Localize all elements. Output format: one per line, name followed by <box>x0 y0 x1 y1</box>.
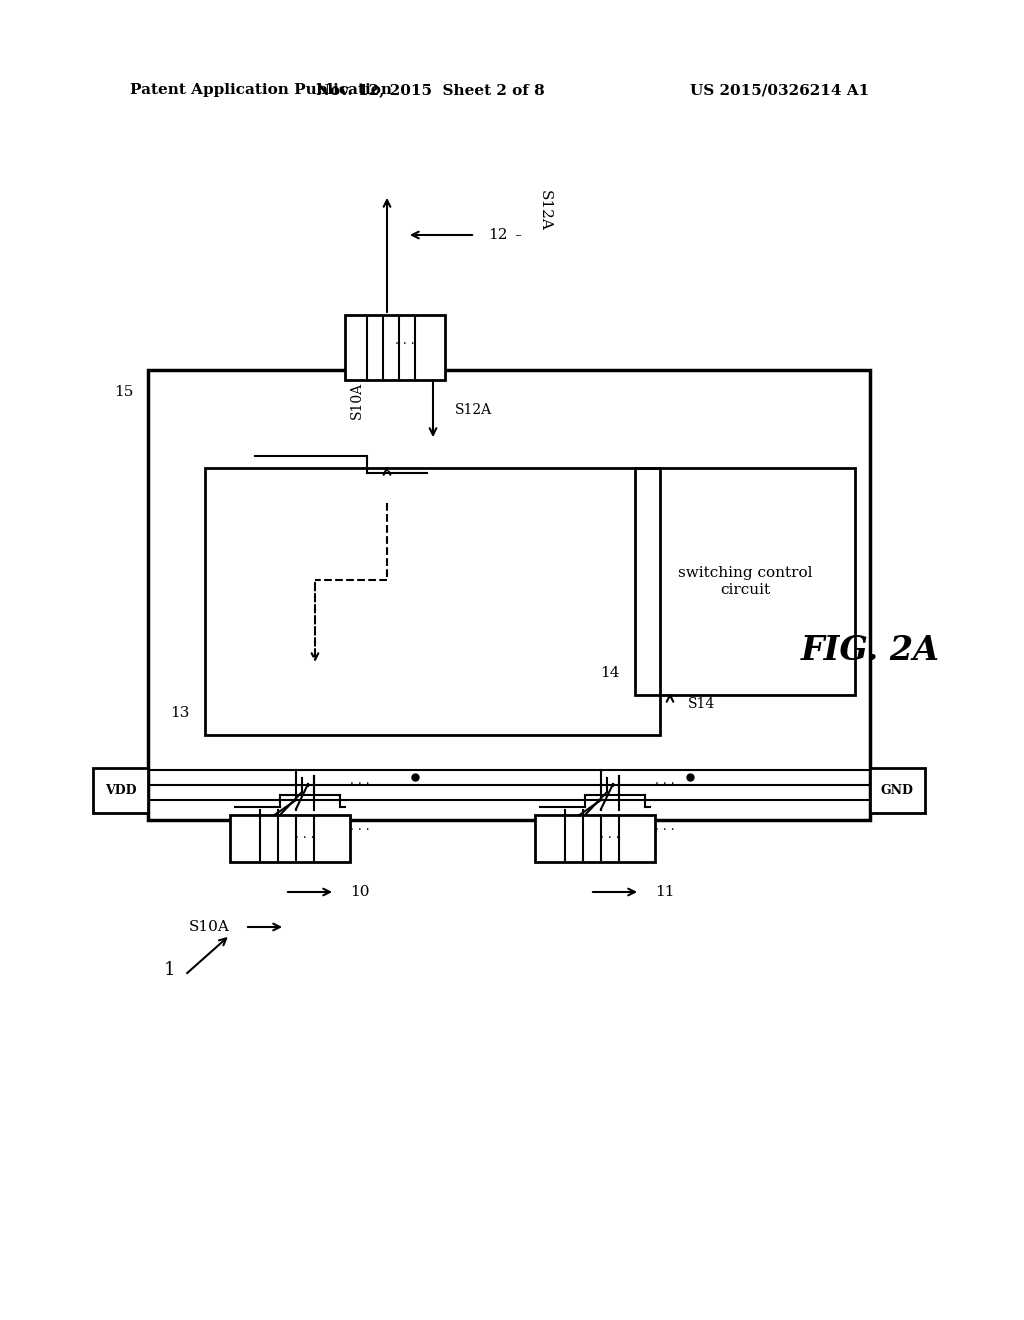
Text: · · ·: · · · <box>655 824 675 837</box>
Text: S14: S14 <box>688 697 715 711</box>
Text: · · ·: · · · <box>395 338 415 351</box>
Text: 10: 10 <box>350 884 370 899</box>
Text: 1: 1 <box>164 961 175 979</box>
Text: S10A: S10A <box>350 381 364 418</box>
Bar <box>93 768 148 813</box>
Text: · · ·: · · · <box>600 832 620 845</box>
Text: 15: 15 <box>114 385 133 399</box>
Text: 11: 11 <box>655 884 675 899</box>
Bar <box>535 814 655 862</box>
Text: S12A: S12A <box>538 190 552 231</box>
Text: VDD: VDD <box>105 784 137 796</box>
Bar <box>230 814 350 862</box>
Text: S10A: S10A <box>189 920 230 935</box>
Text: Patent Application Publication: Patent Application Publication <box>130 83 392 96</box>
Text: switching control
circuit: switching control circuit <box>678 566 812 597</box>
Text: FIG. 2A: FIG. 2A <box>801 634 939 667</box>
Text: 12: 12 <box>488 228 508 242</box>
Bar <box>870 768 925 813</box>
Bar <box>635 469 855 696</box>
Text: ─: ─ <box>515 231 520 239</box>
Text: 14: 14 <box>600 667 620 680</box>
Text: · · ·: · · · <box>350 779 370 792</box>
Text: 13: 13 <box>171 706 190 719</box>
Text: US 2015/0326214 A1: US 2015/0326214 A1 <box>690 83 869 96</box>
Bar <box>148 370 870 820</box>
Text: · · ·: · · · <box>350 824 370 837</box>
Text: Nov. 12, 2015  Sheet 2 of 8: Nov. 12, 2015 Sheet 2 of 8 <box>315 83 545 96</box>
Bar <box>345 315 445 380</box>
Text: S12A: S12A <box>455 403 493 417</box>
Bar <box>205 469 660 735</box>
Text: · · ·: · · · <box>655 779 675 792</box>
Text: GND: GND <box>881 784 913 796</box>
Text: · · ·: · · · <box>295 832 314 845</box>
